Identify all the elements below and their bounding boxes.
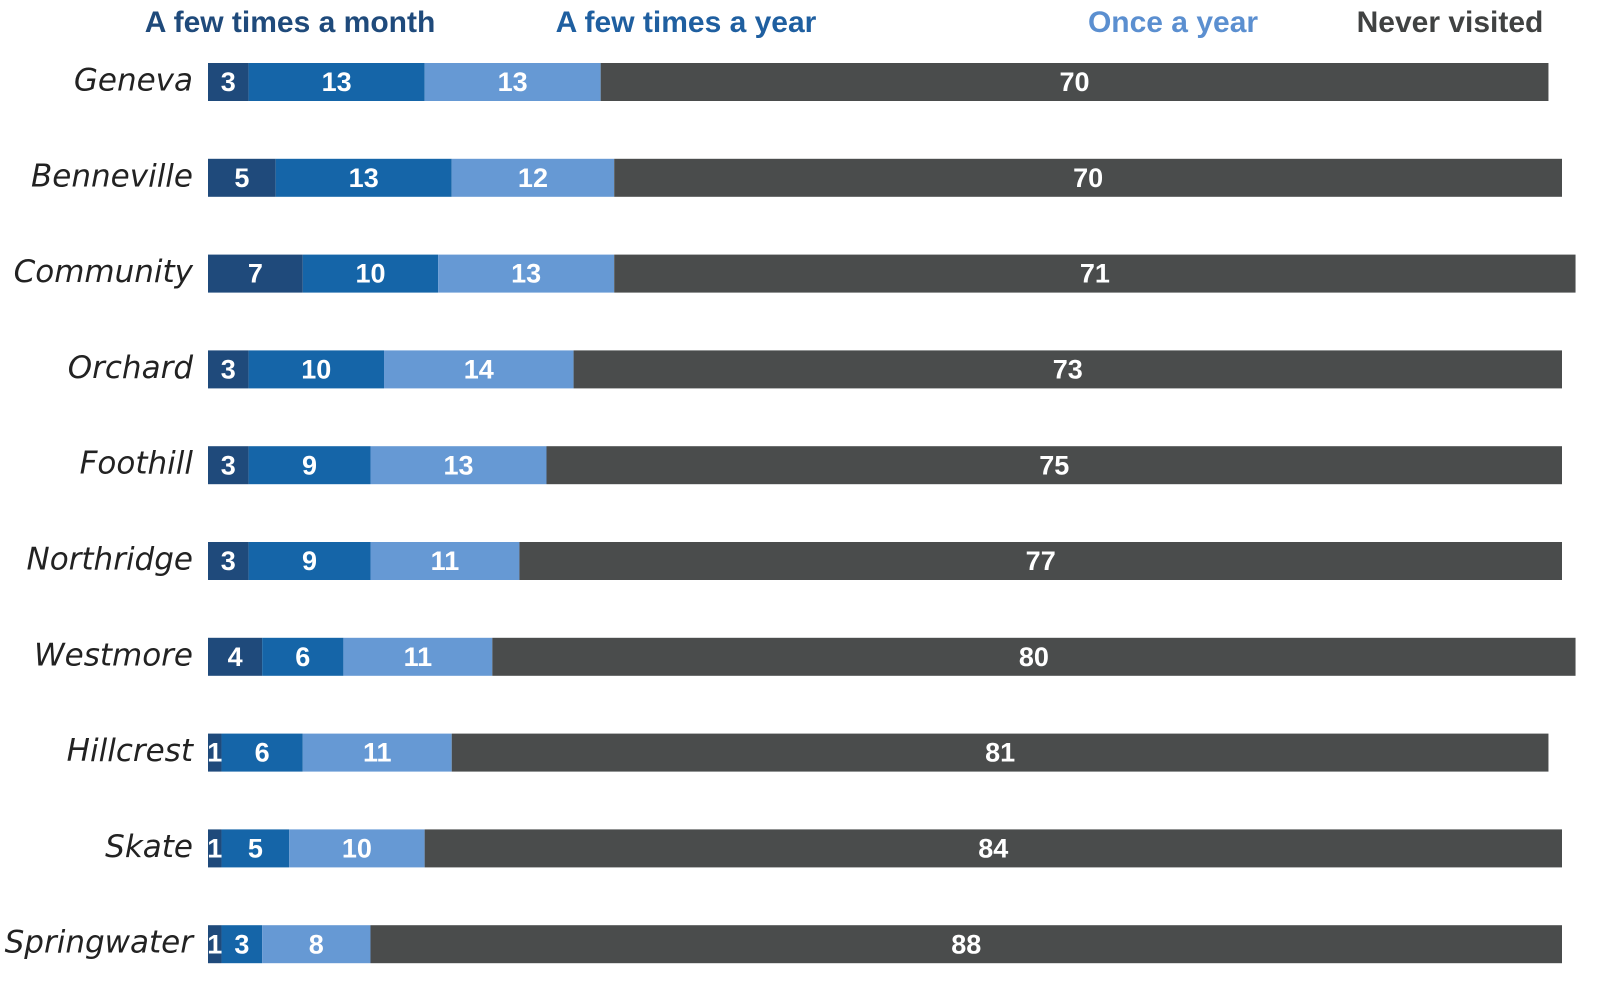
value-label: 11	[431, 546, 460, 576]
bar-segment	[208, 254, 303, 293]
value-label: 84	[978, 834, 1008, 864]
bar-segment	[208, 63, 249, 101]
category-label: Foothill	[80, 446, 194, 482]
value-label: 13	[511, 259, 541, 289]
bar-segment	[208, 733, 222, 772]
value-label: 77	[1026, 546, 1056, 576]
bar-segment	[221, 733, 303, 772]
bar-segment	[262, 925, 371, 964]
category-label: Hillcrest	[67, 733, 195, 769]
value-label: 13	[498, 67, 528, 97]
bar-segment	[424, 63, 601, 101]
legend-label: A few times a month	[145, 6, 436, 39]
bar-segment	[546, 446, 1562, 485]
category-label: Orchard	[68, 350, 194, 386]
bar-segment	[248, 63, 425, 101]
category-label: Skate	[105, 829, 193, 865]
value-label: 71	[1080, 259, 1110, 289]
value-label: 8	[309, 929, 324, 959]
value-label: 12	[518, 163, 548, 193]
value-label: 3	[221, 355, 236, 385]
category-label: Community	[14, 254, 194, 290]
bar-segment	[221, 829, 290, 868]
value-label: 9	[302, 450, 317, 480]
value-label: 5	[234, 163, 249, 193]
bar-segment	[302, 733, 452, 772]
value-label: 5	[248, 834, 263, 864]
value-label: 1	[207, 834, 222, 864]
value-label: 4	[228, 642, 243, 672]
category-label: Northridge	[27, 542, 194, 578]
bar-segment	[208, 637, 263, 676]
value-label: 6	[255, 738, 270, 768]
value-label: 75	[1039, 450, 1069, 480]
value-label: 73	[1053, 355, 1083, 385]
bar-segment	[208, 542, 249, 580]
value-label: 13	[443, 450, 473, 480]
bar-segment	[248, 446, 371, 485]
value-label: 14	[464, 355, 494, 385]
legend-label: A few times a year	[556, 6, 817, 39]
bar-segment	[208, 925, 222, 964]
category-label: Springwater	[5, 925, 196, 961]
value-label: 88	[951, 929, 981, 959]
value-label: 70	[1073, 163, 1103, 193]
bar-segment	[614, 254, 1576, 293]
value-label: 13	[322, 67, 352, 97]
bar-segment	[208, 829, 222, 868]
value-label: 9	[302, 546, 317, 576]
bar-segment	[370, 446, 547, 485]
category-label: Westmore	[34, 637, 193, 673]
bar-segment	[614, 158, 1562, 197]
bar-segment	[275, 158, 452, 197]
legend-label: Never visited	[1357, 6, 1544, 39]
value-label: 13	[349, 163, 379, 193]
bar-segment	[208, 350, 249, 389]
value-label: 3	[221, 67, 236, 97]
bar-segment	[248, 542, 371, 580]
bar-segment	[519, 542, 1563, 580]
value-label: 3	[234, 929, 249, 959]
value-label: 7	[248, 259, 263, 289]
bar-segment	[289, 829, 425, 868]
bar-segment	[573, 350, 1562, 389]
value-label: 10	[342, 834, 372, 864]
value-label: 10	[301, 355, 331, 385]
value-label: 1	[207, 738, 222, 768]
value-label: 3	[221, 546, 236, 576]
value-label: 11	[404, 642, 433, 672]
bar-segment	[248, 350, 385, 389]
bar-segment	[208, 446, 249, 485]
bar-segment	[451, 733, 1549, 772]
bar-segment	[600, 63, 1549, 101]
bar-segment	[492, 637, 1576, 676]
bar-segment	[221, 925, 263, 964]
bar-segment	[208, 158, 276, 197]
bar-segment	[451, 158, 615, 197]
bar-segment	[424, 829, 1562, 868]
bar-segment	[262, 637, 344, 676]
bar-segment	[302, 254, 439, 293]
bar-segment	[384, 350, 574, 389]
value-label: 1	[207, 929, 222, 959]
value-label: 80	[1019, 642, 1049, 672]
value-label: 70	[1060, 67, 1090, 97]
legend-label: Once a year	[1088, 6, 1258, 39]
value-label: 6	[295, 642, 310, 672]
value-label: 3	[221, 450, 236, 480]
bar-segment	[370, 542, 520, 580]
bar-segment	[370, 925, 1563, 964]
category-label: Benneville	[31, 158, 193, 194]
bar-segment	[343, 637, 493, 676]
category-label: Geneva	[74, 63, 193, 99]
bar-segment	[438, 254, 615, 293]
value-label: 10	[355, 259, 385, 289]
value-label: 11	[363, 738, 392, 768]
value-label: 81	[985, 738, 1015, 768]
